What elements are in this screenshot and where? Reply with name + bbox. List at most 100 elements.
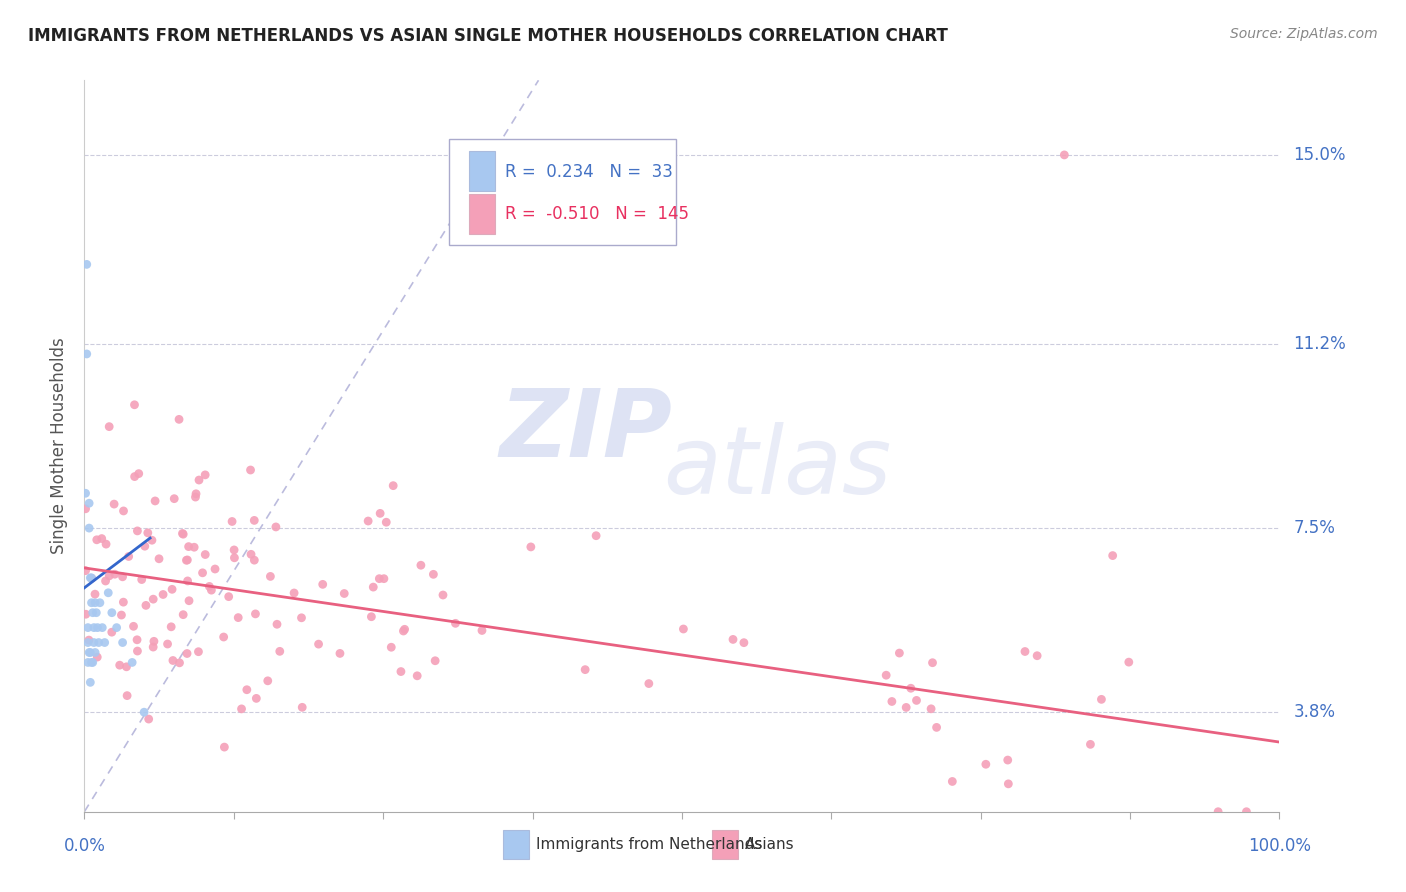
Point bbox=[245, 691, 267, 706]
Point bbox=[360, 609, 382, 624]
FancyBboxPatch shape bbox=[470, 152, 495, 192]
Point bbox=[368, 507, 391, 521]
Text: Source: ZipAtlas.com: Source: ZipAtlas.com bbox=[1230, 27, 1378, 41]
Text: ZIP: ZIP bbox=[501, 385, 672, 477]
Point bbox=[103, 497, 125, 511]
Point bbox=[84, 596, 107, 610]
Point bbox=[382, 478, 405, 492]
Point bbox=[172, 526, 194, 541]
Point bbox=[101, 606, 124, 620]
Point bbox=[82, 606, 104, 620]
Point bbox=[329, 647, 352, 661]
Point bbox=[143, 494, 166, 508]
Point bbox=[127, 644, 149, 658]
FancyBboxPatch shape bbox=[449, 139, 676, 244]
Point bbox=[75, 564, 97, 578]
Point bbox=[574, 663, 596, 677]
Point bbox=[87, 635, 110, 649]
Point bbox=[172, 527, 194, 541]
Point bbox=[361, 580, 384, 594]
Point bbox=[84, 645, 107, 659]
Point bbox=[191, 566, 214, 580]
Point bbox=[243, 553, 266, 567]
Point bbox=[214, 740, 236, 755]
Text: atlas: atlas bbox=[664, 423, 891, 514]
Point bbox=[409, 558, 432, 573]
Point bbox=[104, 567, 127, 582]
Point bbox=[76, 347, 98, 361]
Point bbox=[221, 515, 243, 529]
Point bbox=[131, 573, 153, 587]
Point bbox=[406, 669, 429, 683]
Point bbox=[176, 574, 198, 588]
Point bbox=[368, 572, 391, 586]
Point bbox=[79, 571, 101, 585]
FancyBboxPatch shape bbox=[711, 830, 738, 859]
Point bbox=[997, 753, 1019, 767]
Point bbox=[520, 540, 543, 554]
Point bbox=[184, 490, 207, 504]
Point bbox=[357, 514, 380, 528]
Point bbox=[236, 682, 259, 697]
Point bbox=[204, 562, 226, 576]
Point bbox=[77, 633, 100, 648]
Point bbox=[176, 647, 198, 661]
Point bbox=[264, 520, 287, 534]
Point bbox=[86, 533, 108, 547]
Point bbox=[80, 596, 103, 610]
Point bbox=[880, 694, 903, 708]
Point bbox=[142, 640, 165, 654]
Point bbox=[637, 676, 659, 690]
Point bbox=[160, 620, 183, 634]
Point bbox=[75, 486, 97, 500]
Point bbox=[124, 469, 146, 483]
Point bbox=[920, 702, 942, 716]
Point bbox=[188, 473, 211, 487]
Text: Asians: Asians bbox=[745, 837, 794, 852]
Point bbox=[218, 590, 240, 604]
Y-axis label: Single Mother Households: Single Mother Households bbox=[51, 338, 69, 554]
Point bbox=[79, 645, 101, 659]
Point bbox=[194, 467, 217, 482]
Point bbox=[83, 621, 105, 635]
Text: 0.0%: 0.0% bbox=[63, 837, 105, 855]
Point bbox=[77, 656, 100, 670]
Point bbox=[380, 640, 402, 655]
Text: 100.0%: 100.0% bbox=[1249, 837, 1310, 855]
Point bbox=[86, 650, 108, 665]
Point bbox=[422, 567, 444, 582]
Point bbox=[733, 635, 755, 649]
Point bbox=[162, 653, 184, 667]
Point bbox=[921, 656, 943, 670]
Point bbox=[86, 606, 108, 620]
Point bbox=[118, 549, 141, 564]
Point bbox=[112, 504, 135, 518]
Point bbox=[394, 623, 416, 637]
Point bbox=[245, 607, 267, 621]
Point bbox=[997, 777, 1019, 791]
Point bbox=[212, 630, 235, 644]
Point bbox=[97, 586, 120, 600]
Point bbox=[291, 700, 314, 714]
Text: R =  0.234   N =  33: R = 0.234 N = 33 bbox=[505, 163, 673, 181]
Point bbox=[112, 595, 135, 609]
Point bbox=[141, 533, 163, 548]
Point bbox=[80, 571, 103, 585]
Point bbox=[105, 621, 128, 635]
Point bbox=[77, 521, 100, 535]
Point bbox=[256, 673, 278, 688]
Point bbox=[1206, 805, 1229, 819]
Point bbox=[128, 467, 150, 481]
Point bbox=[89, 596, 111, 610]
Point bbox=[111, 635, 134, 649]
Point bbox=[108, 658, 131, 673]
Point bbox=[896, 700, 918, 714]
Point bbox=[75, 607, 97, 622]
Point bbox=[333, 586, 356, 600]
Point bbox=[266, 617, 288, 632]
Point bbox=[269, 644, 291, 658]
Point bbox=[187, 645, 209, 659]
Point bbox=[226, 610, 249, 624]
Point bbox=[169, 656, 191, 670]
Point bbox=[152, 587, 174, 601]
